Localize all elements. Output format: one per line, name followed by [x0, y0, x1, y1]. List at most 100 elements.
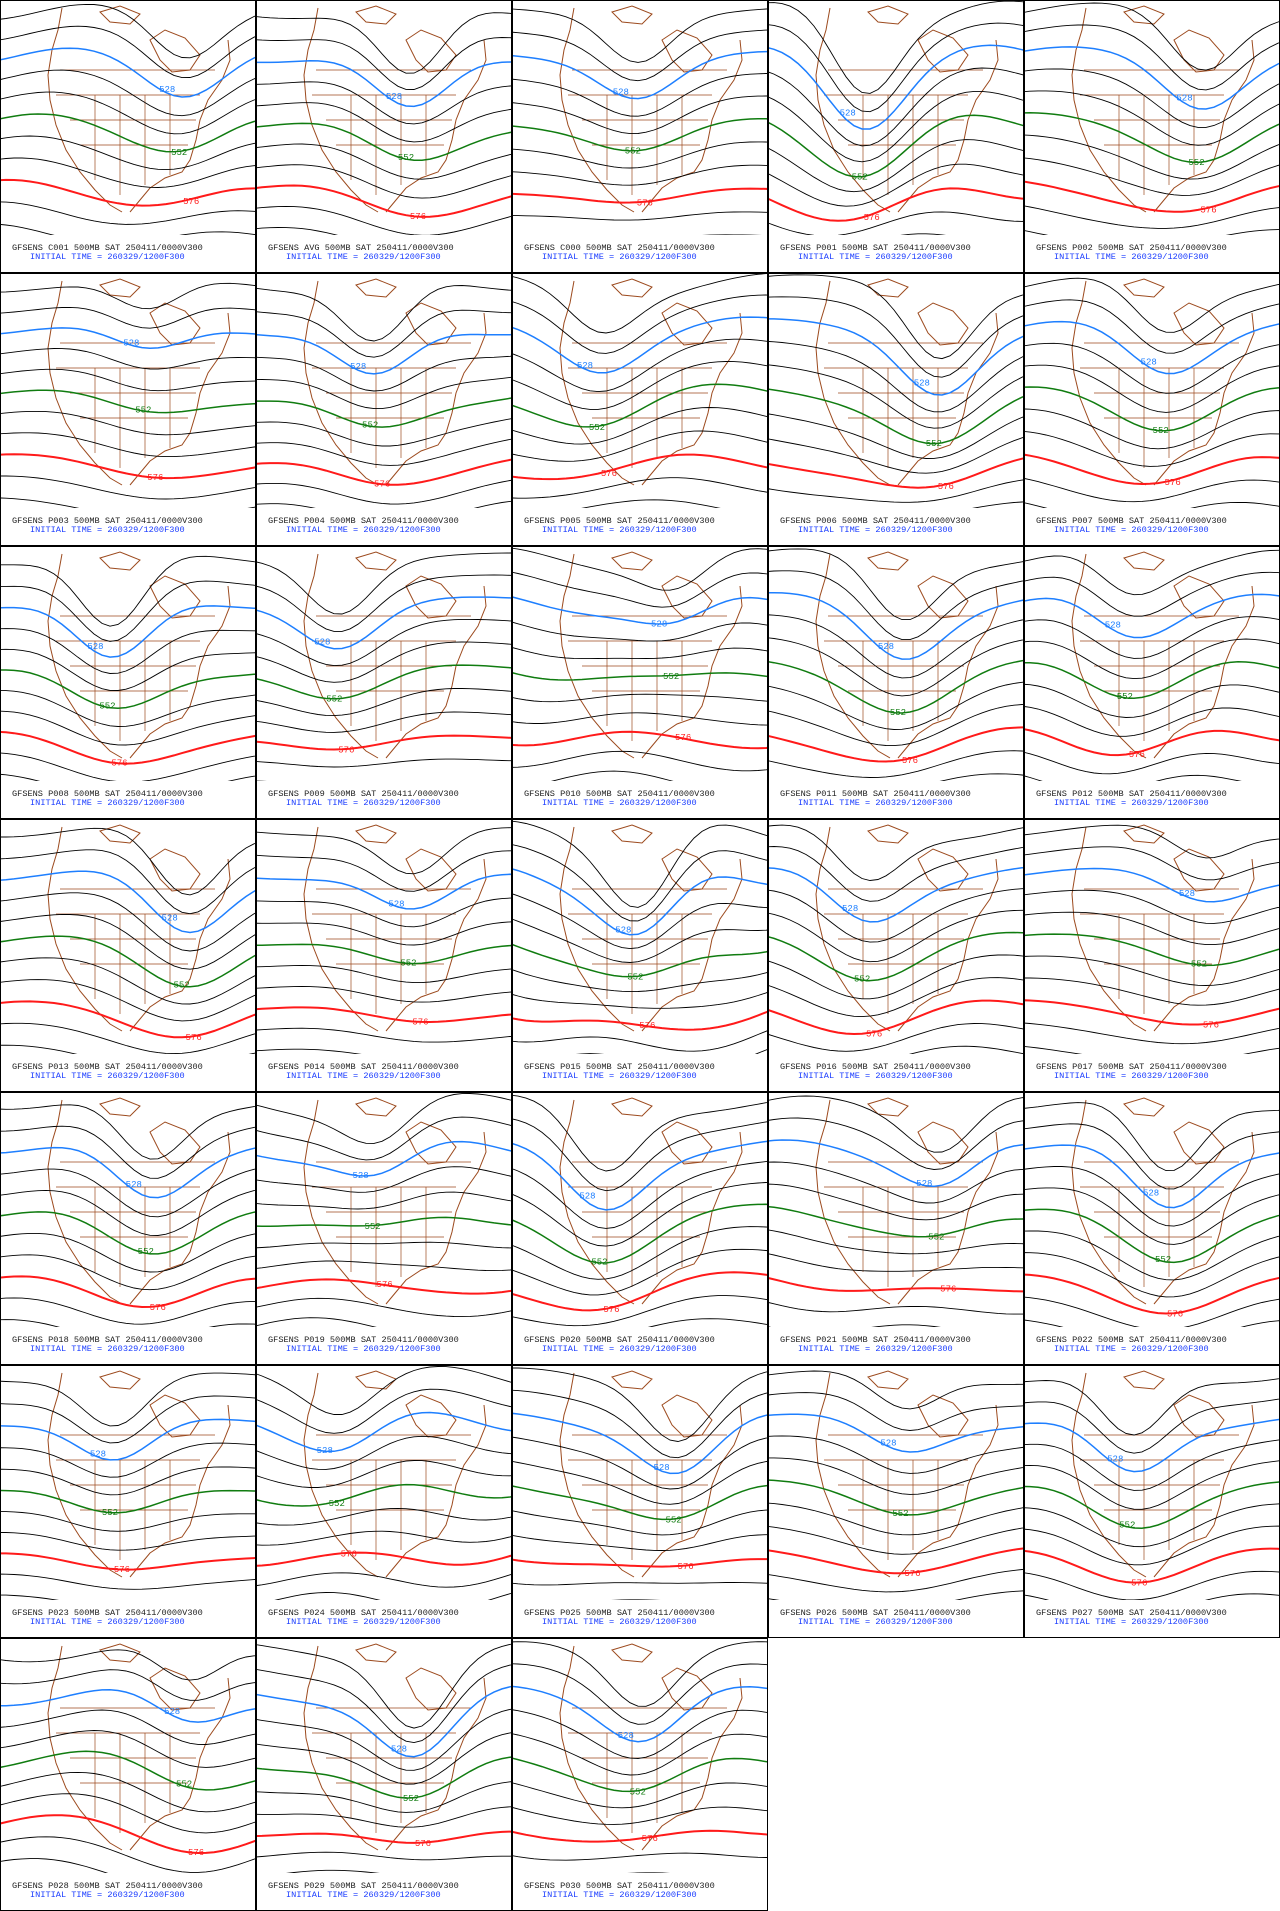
- map-panel: 528 552 576 GFSENS P015 500MB SAT 250411/00…: [512, 819, 768, 1092]
- contour: [513, 547, 767, 591]
- panel-border: [256, 819, 512, 1092]
- panel-title: GFSENS P005 500MB SAT 250411/0000V300: [524, 516, 715, 526]
- contour: [257, 1317, 377, 1327]
- contour-label: 528: [1176, 93, 1192, 103]
- contour: [1, 1793, 255, 1834]
- land-borders: [56, 1707, 215, 1833]
- contour: [1, 3, 255, 59]
- panel-title: GFSENS P002 500MB SAT 250411/0000V300: [1036, 243, 1227, 253]
- contour: [1, 1189, 255, 1236]
- key-contour: [257, 122, 511, 162]
- contour-label: 576: [186, 1033, 202, 1043]
- coastline: [559, 5, 743, 213]
- map-panel: 528 552 576 GFSENS C000 500MB SAT 250411/00…: [512, 0, 768, 273]
- contour: [257, 1435, 511, 1470]
- contour: [1025, 408, 1279, 450]
- panel-initial-time: INITIAL TIME = 260329/1200F300: [30, 798, 185, 808]
- key-contour: [513, 1412, 767, 1475]
- contour: [1, 555, 255, 627]
- contour: [513, 1248, 767, 1296]
- contour: [1, 1594, 60, 1600]
- contour: [1, 892, 255, 952]
- contour: [1, 1395, 255, 1444]
- contour-label: 576: [639, 1021, 655, 1031]
- panel-initial-time: INITIAL TIME = 260329/1200F300: [286, 252, 441, 262]
- coastline: [303, 1097, 487, 1305]
- contour-label: 528: [1179, 889, 1195, 899]
- contour-label: 552: [176, 1779, 192, 1789]
- contour: [513, 164, 767, 186]
- contour: [769, 1253, 1023, 1272]
- panel-title: GFSENS P019 500MB SAT 250411/0000V300: [268, 1335, 459, 1345]
- contour: [1, 913, 255, 970]
- contour: [513, 477, 767, 499]
- contour-label: 552: [852, 172, 868, 182]
- contour-label: 528: [314, 637, 330, 647]
- panel-border: [512, 546, 768, 819]
- key-contour: [769, 388, 1023, 445]
- key-contour: [1, 605, 255, 658]
- panel-title: GFSENS P025 500MB SAT 250411/0000V300: [524, 1608, 715, 1618]
- contour: [1, 69, 255, 117]
- contour: [513, 1367, 767, 1442]
- panel-border: [0, 273, 256, 546]
- contour-label: 576: [864, 213, 880, 223]
- key-contour: [1025, 728, 1279, 757]
- contour-label: 576: [1165, 478, 1181, 488]
- map-panel: 528 552 576 GFSENS P013 500MB SAT 250411/00…: [0, 819, 256, 1092]
- panel-title: GFSENS P011 500MB SAT 250411/0000V300: [780, 789, 971, 799]
- contour: [1, 1168, 255, 1218]
- contour: [513, 294, 767, 354]
- contour: [1, 1511, 255, 1532]
- panel-initial-time: INITIAL TIME = 260329/1200F300: [1054, 525, 1209, 535]
- land-borders: [824, 69, 983, 195]
- contour: [257, 1191, 511, 1210]
- contour: [1025, 616, 1279, 659]
- contour: [1, 224, 255, 235]
- contour-label: 576: [675, 733, 691, 743]
- map-area: 528 552 576: [1025, 1370, 1279, 1600]
- panel-initial-time: INITIAL TIME = 260329/1200F300: [1054, 1344, 1209, 1354]
- contour-label: 552: [400, 959, 416, 969]
- coastline: [1071, 1097, 1255, 1305]
- contour: [257, 1572, 511, 1588]
- key-contour: [513, 730, 767, 750]
- map-panel: 528 552 576 GFSENS P025 500MB SAT 250411/00…: [512, 1365, 768, 1638]
- contour: [1025, 134, 1279, 180]
- contour: [257, 1048, 362, 1054]
- contour: [1025, 1398, 1279, 1454]
- panel-initial-time: INITIAL TIME = 260329/1200F300: [30, 1344, 185, 1354]
- panel-title: GFSENS P026 500MB SAT 250411/0000V300: [780, 1608, 971, 1618]
- contour: [550, 770, 674, 781]
- land-borders: [824, 1161, 983, 1287]
- key-contour: [1, 47, 255, 98]
- panel-border: [512, 1365, 768, 1638]
- contour: [257, 574, 511, 632]
- contour: [513, 992, 767, 1009]
- contour: [513, 274, 767, 334]
- contour: [513, 1161, 767, 1229]
- land-borders: [1080, 888, 1239, 1014]
- panel-title: GFSENS P024 500MB SAT 250411/0000V300: [268, 1608, 459, 1618]
- contour: [513, 407, 767, 445]
- coastline: [1071, 824, 1255, 1032]
- panel-initial-time: INITIAL TIME = 260329/1200F300: [30, 252, 185, 262]
- key-contour: [1, 1552, 255, 1571]
- panel-initial-time: INITIAL TIME = 260329/1200F300: [798, 1344, 953, 1354]
- panel-initial-time: INITIAL TIME = 260329/1200F300: [286, 1344, 441, 1354]
- key-contour: [1025, 593, 1279, 639]
- key-contour: [1, 1418, 255, 1461]
- contour-label: 528: [126, 1180, 142, 1190]
- contour-label: 576: [410, 212, 426, 222]
- contour-label: 528: [842, 904, 858, 914]
- contour-label: 552: [174, 980, 190, 990]
- contour: [257, 12, 511, 74]
- contour: [769, 1502, 1023, 1536]
- contour: [513, 1295, 767, 1327]
- panel-title: GFSENS P004 500MB SAT 250411/0000V300: [268, 516, 459, 526]
- key-contour: [769, 999, 1023, 1036]
- contour: [1, 773, 255, 781]
- map-panel: 528 552 576 GFSENS P002 500MB SAT 250411/00…: [1024, 0, 1280, 273]
- key-contour: [513, 1757, 767, 1793]
